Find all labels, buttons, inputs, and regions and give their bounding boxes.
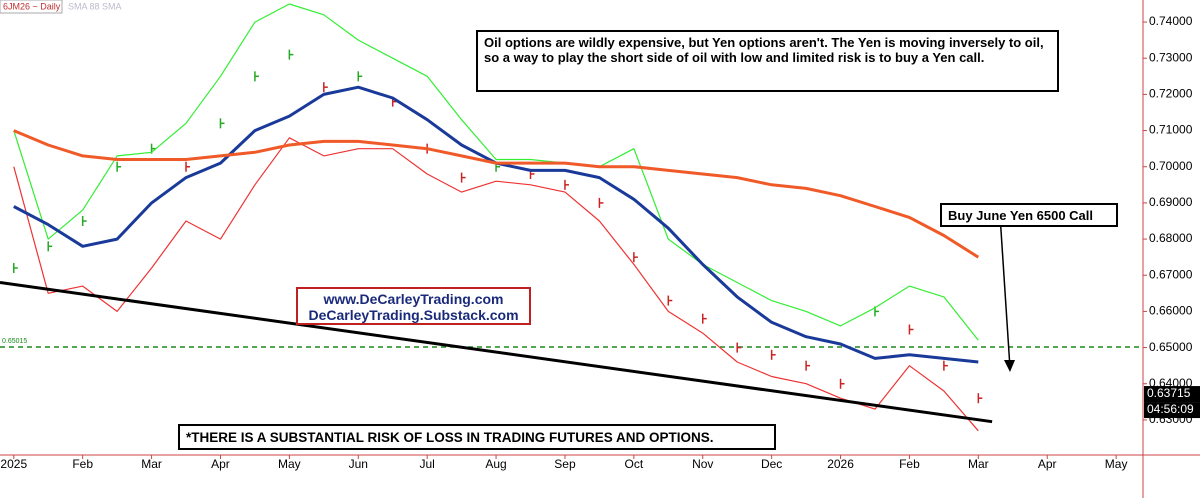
y-tick-label: 0.68000 [1149, 231, 1193, 245]
website-box: www.DeCarleyTrading.com DeCarleyTrading.S… [296, 287, 531, 325]
annotation: Oil options are wildly expensive, but Ye… [484, 35, 1044, 65]
x-tick-label: 2026 [827, 457, 854, 471]
x-tick-label: Dec [761, 457, 782, 471]
series-line [13, 137, 979, 432]
x-tick-label: 2025 [0, 457, 27, 471]
series-line [13, 3, 979, 341]
y-tick-label: 0.73000 [1149, 50, 1193, 64]
arrow-shaft [999, 214, 1011, 369]
disclaimer: *THERE IS A SUBSTANTIAL RISK OF LOSS IN … [186, 430, 714, 445]
arrow-head [1004, 360, 1015, 372]
level-label: 0.65015 [2, 338, 27, 345]
y-tick-label: 0.69000 [1149, 195, 1193, 209]
x-tick-label: May [278, 457, 301, 471]
last-price-label: 0.63715 [1147, 386, 1191, 400]
y-tick-label: 0.72000 [1149, 87, 1193, 101]
x-tick-label: Nov [692, 457, 713, 471]
x-tick-label: Sep [554, 457, 576, 471]
header-box [0, 0, 63, 14]
x-tick-label: Jun [349, 457, 368, 471]
y-tick-label: 0.70000 [1149, 159, 1193, 173]
y-tick-label: 0.74000 [1149, 14, 1193, 28]
header: 6JM26 ~ Daily [3, 1, 61, 11]
x-tick-label: Feb [899, 457, 920, 471]
y-tick-label: 0.65000 [1149, 340, 1193, 354]
website: www.DeCarleyTrading.com [323, 291, 504, 307]
x-tick-label: May [1105, 457, 1128, 471]
annotation-box: Oil options are wildly expensive, but Ye… [476, 30, 1059, 92]
annotation: Buy June Yen 6500 Call [948, 208, 1093, 223]
x-tick-label: Jul [419, 457, 434, 471]
x-tick-label: Mar [141, 457, 162, 471]
website: DeCarleyTrading.Substack.com [308, 307, 519, 323]
header-indicator: SMA 88 SMA [68, 1, 122, 11]
annotation-box: Buy June Yen 6500 Call [940, 203, 1118, 227]
x-tick-label: Mar [968, 457, 989, 471]
y-tick-label: 0.67000 [1149, 267, 1193, 281]
x-tick-label: Feb [72, 457, 93, 471]
x-tick-label: Oct [625, 457, 644, 471]
y-tick-label: 0.71000 [1149, 123, 1193, 137]
series-line [13, 129, 980, 259]
countdown: 04:56:09 [1147, 402, 1194, 416]
y-tick-label: 0.66000 [1149, 304, 1193, 318]
x-tick-label: Apr [1038, 457, 1057, 471]
last-price-box [1144, 386, 1200, 403]
x-tick-label: Aug [485, 457, 506, 471]
disclaimer-box: *THERE IS A SUBSTANTIAL RISK OF LOSS IN … [178, 424, 776, 450]
x-tick-label: Apr [211, 457, 230, 471]
countdown-box [1144, 402, 1200, 419]
trendline [0, 281, 993, 424]
